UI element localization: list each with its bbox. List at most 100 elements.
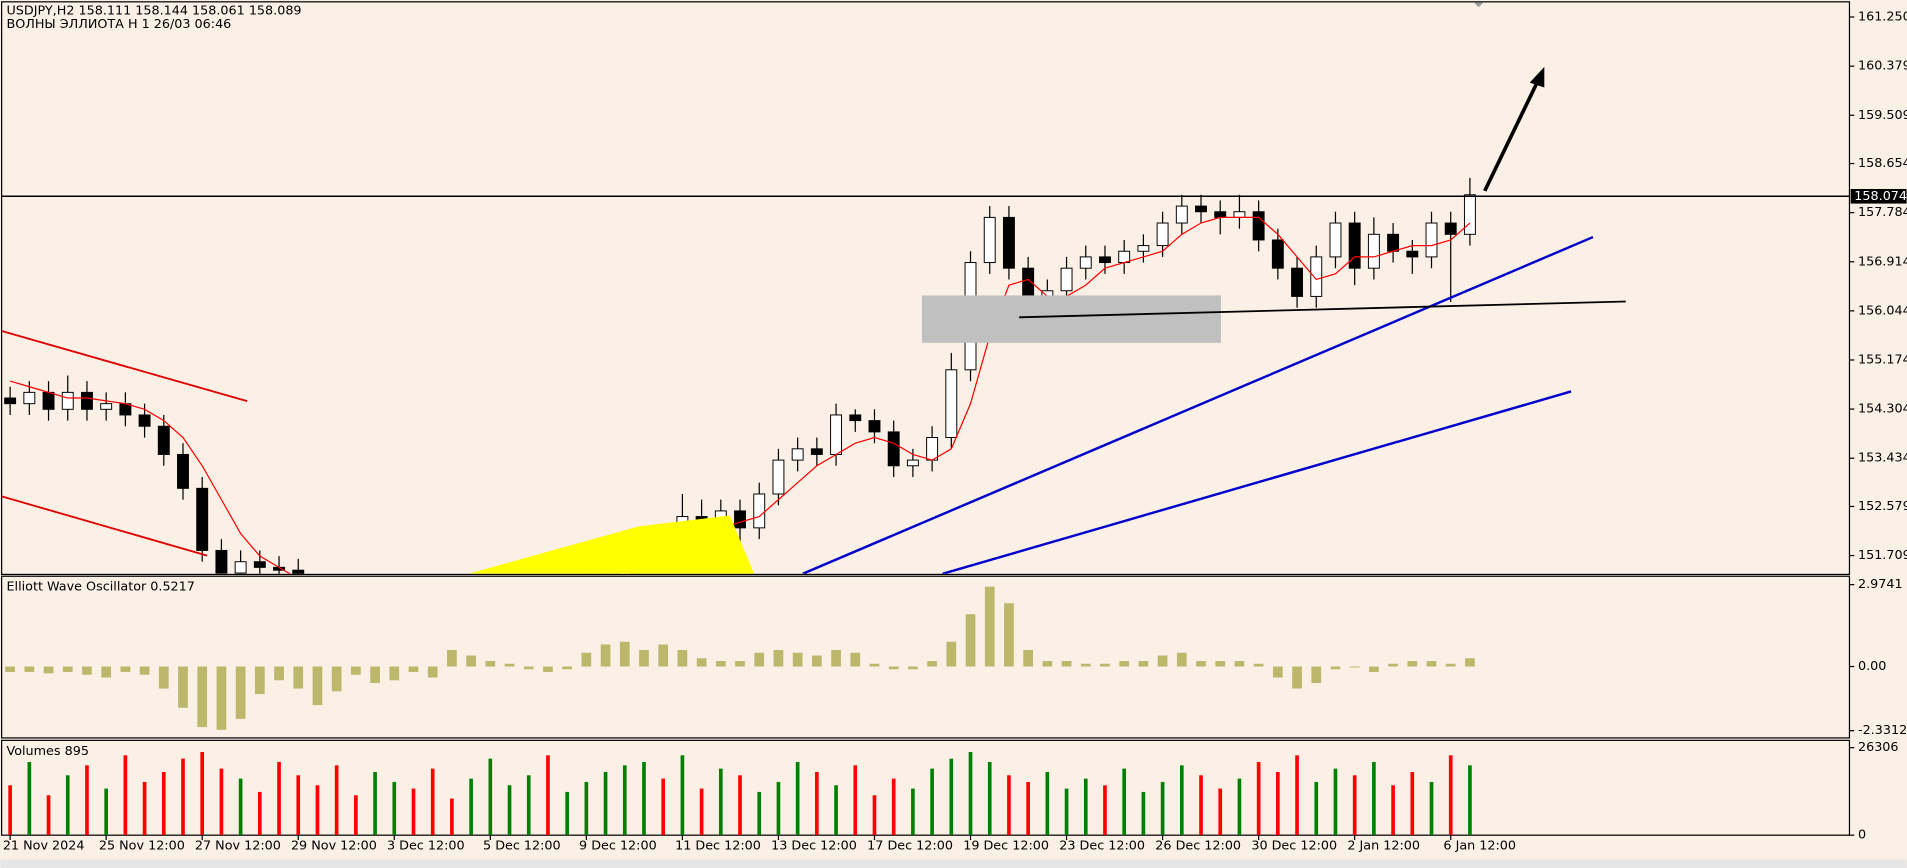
oscillator-bar (581, 652, 592, 667)
volume-bar (1141, 791, 1146, 836)
candle-body (4, 397, 17, 405)
y-tick-label: 156.914 (1858, 254, 1907, 269)
volume-bar (987, 761, 992, 836)
oscillator-bar (869, 663, 880, 667)
volume-bar (1122, 768, 1127, 836)
oscillator-bar (1100, 663, 1110, 667)
oscillator-bar (1349, 666, 1360, 668)
volume-bar (65, 775, 70, 836)
candle-body (1099, 256, 1111, 264)
candle-body (1175, 205, 1188, 224)
volume-bar (46, 795, 51, 836)
candle-body (1233, 211, 1246, 218)
y-tick-label: 152.579 (1858, 499, 1907, 514)
candle-body (1137, 245, 1150, 252)
plot-area (8, 751, 1472, 836)
oscillator-bar (1119, 661, 1130, 667)
oscillator-bar (312, 666, 323, 706)
oscillator-bar (1004, 603, 1014, 667)
volume-bar (1352, 775, 1357, 836)
oscillator-bar (619, 641, 630, 667)
volume-bar (296, 775, 301, 836)
oscillator-bar (447, 650, 457, 667)
oscillator-bar (677, 650, 688, 667)
x-tick-label: 6 Jan 12:00 (1443, 839, 1516, 854)
volume-bar (354, 795, 358, 836)
candle-body (753, 493, 766, 529)
volume-bar (1314, 781, 1319, 836)
y-tick-label: 153.434 (1858, 451, 1907, 466)
volume-bar (584, 781, 589, 836)
neckline (1019, 300, 1626, 319)
volume-title: Volumes 895 (6, 744, 88, 759)
candle-body (1425, 222, 1438, 258)
y-tick-label: 0 (1858, 828, 1866, 843)
current-price-label: 158.074 (1854, 189, 1907, 204)
y-tick-label: 157.784 (1858, 205, 1907, 220)
candle-body (1156, 222, 1169, 247)
moving-average (9, 216, 1471, 574)
oscillator-bar (1080, 663, 1091, 667)
volume-bar (1276, 771, 1280, 836)
chart-title: USDJPY,H2 158.111 158.144 158.061 158.08… (6, 3, 301, 18)
oscillator-bar (101, 666, 112, 678)
oscillator-bar (293, 666, 304, 689)
oscillator-bar (831, 650, 841, 667)
oscillator-bar (984, 586, 995, 667)
y-tick-label: 26306 (1858, 740, 1899, 755)
candle-body (791, 448, 804, 461)
y-tick-label: 156.044 (1858, 303, 1907, 318)
x-tick-label: 5 Dec 12:00 (483, 839, 561, 854)
oscillator-bar (1445, 663, 1456, 667)
candle-body (100, 403, 113, 410)
candle-body (868, 420, 881, 433)
oscillator-bar (696, 658, 707, 667)
candle-body (1406, 250, 1419, 258)
oscillator-bar (715, 661, 726, 667)
shift-marker (1473, 2, 1484, 8)
oscillator-bar (1234, 661, 1245, 667)
oscillator-bar (1426, 661, 1437, 667)
oscillator-bar (197, 666, 208, 728)
candle-body (42, 391, 55, 410)
x-tick-label: 30 Dec 12:00 (1251, 839, 1337, 854)
oscillator-bar (600, 644, 611, 667)
status-strip (0, 859, 1907, 868)
oscillator-bar (235, 666, 246, 719)
current-price-box (1850, 188, 1907, 204)
candle-body (906, 459, 919, 467)
volume-bar (411, 788, 416, 836)
volume-bar (142, 781, 147, 836)
oscillator-bar (62, 666, 73, 673)
y-tick-label: 151.709 (1858, 548, 1907, 563)
volume-bar (1410, 771, 1415, 836)
volume-bar (1045, 771, 1050, 836)
arrow (1483, 81, 1539, 192)
volume-bar (661, 778, 666, 836)
candle-body (830, 414, 843, 455)
oscillator-bar (389, 666, 400, 681)
oscillator-bar (408, 666, 419, 673)
candle-body (81, 391, 93, 410)
volume-bar (680, 755, 685, 836)
volume-bar (1372, 761, 1376, 836)
volume-bar (200, 751, 205, 836)
volume-bar (334, 765, 339, 836)
candle-body (253, 561, 266, 568)
oscillator-bar (1023, 650, 1034, 667)
volume-bar (85, 765, 89, 836)
volume-bar (738, 775, 742, 836)
x-tick-label: 27 Nov 12:00 (195, 839, 281, 854)
volume-bar (930, 768, 934, 836)
x-tick-label: 25 Nov 12:00 (99, 839, 185, 854)
oscillator-bar (216, 666, 227, 730)
volume-bar (1218, 788, 1223, 836)
candle-body (1195, 205, 1207, 213)
volume-bar (1103, 785, 1107, 836)
volume-bar (1468, 765, 1472, 836)
candle-body (1329, 222, 1342, 258)
plot-area (5, 586, 1475, 730)
candle-body (138, 414, 151, 427)
volume-bar (469, 778, 473, 836)
